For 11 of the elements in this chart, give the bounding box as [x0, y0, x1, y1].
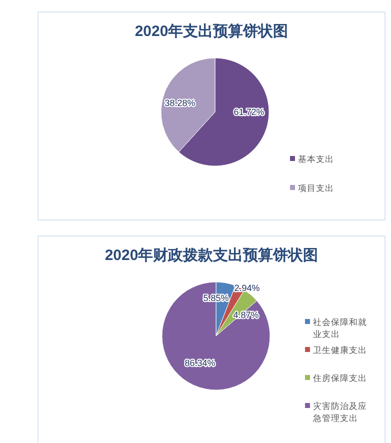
chart-title: 2020年支出预算饼状图: [134, 23, 288, 40]
legend-label: 社会保障和就业支出: [313, 317, 367, 340]
data-label: 86.34%: [184, 358, 216, 368]
legend-label: 基本支出: [298, 154, 334, 165]
legend-label: 项目支出: [298, 183, 334, 194]
data-label: 38.28%: [164, 98, 196, 108]
legend-label: 卫生健康支出: [313, 345, 367, 356]
data-label: 61.72%: [234, 107, 264, 117]
legend-label: 住房保障支出: [313, 373, 367, 384]
chart-title: 2020年财政拨款支出预算饼状图: [104, 247, 318, 264]
legend-label: 灾害防治及应急管理支出: [312, 401, 367, 424]
